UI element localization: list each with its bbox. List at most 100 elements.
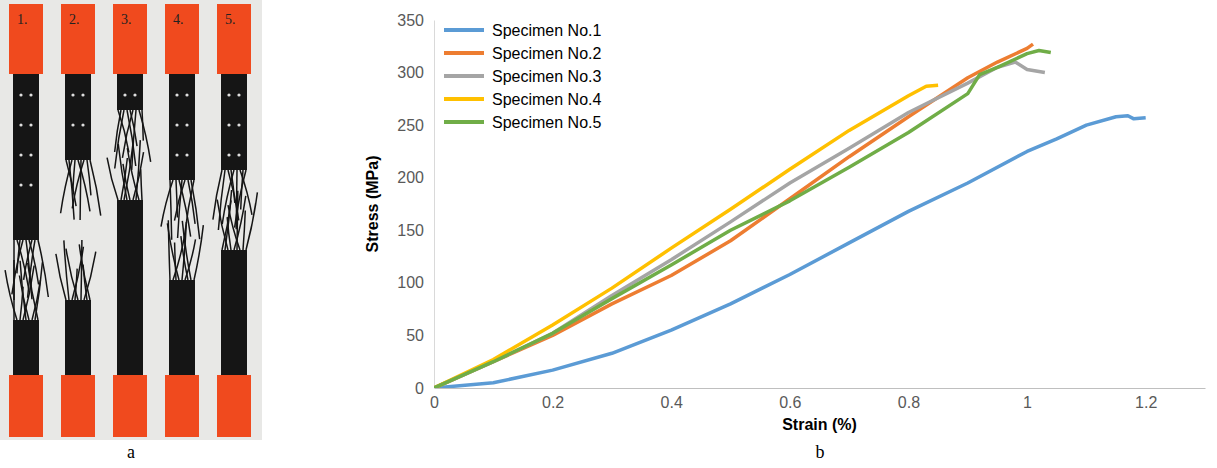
- y-tick: 350: [397, 12, 434, 29]
- x-axis-line: [435, 388, 1206, 389]
- y-tick-label: 200: [397, 169, 424, 186]
- y-tick-label: 150: [397, 222, 424, 239]
- fiber-strip: [221, 74, 247, 170]
- tab: [61, 375, 95, 437]
- fiber: [194, 225, 203, 280]
- specimen-label: 2.: [69, 12, 80, 27]
- photo-background: [0, 0, 262, 440]
- series-line: [434, 50, 1051, 388]
- marker-dot: [19, 93, 22, 96]
- tab: [217, 4, 251, 74]
- legend-item: Specimen No.3: [444, 68, 601, 85]
- x-tick-label: 0.6: [779, 394, 801, 411]
- y-tick: 200: [397, 169, 434, 186]
- y-tick: 100: [397, 274, 434, 291]
- marker-dot: [81, 123, 84, 126]
- fiber-strip: [169, 74, 195, 180]
- fiber-strip: [65, 300, 91, 375]
- marker-dot: [29, 153, 32, 156]
- series-line: [434, 116, 1146, 388]
- y-tick-label: 50: [406, 327, 424, 344]
- fiber: [107, 158, 118, 200]
- fiber: [139, 110, 151, 162]
- specimen-label: 5.: [225, 12, 236, 27]
- x-tick-label: 0.8: [898, 394, 920, 411]
- fiber: [66, 249, 78, 300]
- x-tick: 0.2: [542, 388, 564, 411]
- y-tick-label: 100: [397, 274, 424, 291]
- marker-dot: [71, 123, 74, 126]
- marker-dot: [237, 153, 240, 156]
- marker-dot: [19, 153, 22, 156]
- legend-swatch: [444, 74, 484, 78]
- y-tick: 150: [397, 222, 434, 239]
- legend-label: Specimen No.5: [492, 114, 601, 131]
- fiber: [38, 240, 48, 297]
- fiber: [61, 160, 72, 213]
- fiber: [182, 221, 191, 280]
- x-axis: 0 0.2 0.4 0.6 0.8 1 1.2: [430, 388, 1205, 411]
- fiber: [185, 180, 194, 235]
- y-tick: 0: [415, 380, 434, 397]
- x-tick: 1: [1023, 388, 1032, 411]
- marker-dot: [71, 93, 74, 96]
- legend-swatch: [444, 28, 484, 32]
- marker-dot: [19, 183, 22, 186]
- y-axis-title: Stress (MPa): [364, 156, 381, 253]
- x-tick-label: 0: [430, 394, 439, 411]
- marker-dot: [175, 123, 178, 126]
- legend-item: Specimen No.4: [444, 91, 601, 108]
- specimen-label: 1.: [17, 12, 28, 27]
- tab: [165, 375, 199, 437]
- marker-dot: [133, 93, 136, 96]
- fiber: [127, 148, 139, 200]
- series-line: [434, 85, 938, 388]
- marker-dot: [227, 93, 230, 96]
- fiber-strip: [117, 200, 143, 375]
- specimen: 4.: [161, 4, 203, 437]
- y-tick: 50: [406, 327, 434, 344]
- marker-dot: [81, 93, 84, 96]
- legend-swatch: [444, 120, 484, 124]
- x-tick-label: 0.2: [542, 394, 564, 411]
- marker-dot: [19, 123, 22, 126]
- fiber: [123, 164, 130, 200]
- plot-area: [434, 44, 1146, 388]
- specimen-label: 4.: [173, 12, 184, 27]
- legend-item: Specimen No.2: [444, 45, 601, 62]
- fiber: [141, 169, 142, 200]
- legend-item: Specimen No.5: [444, 114, 601, 131]
- legend-label: Specimen No.3: [492, 68, 601, 85]
- fiber: [90, 160, 101, 216]
- x-tick-label: 1: [1023, 394, 1032, 411]
- x-tick: 0: [430, 388, 439, 411]
- x-tick-label: 0.4: [661, 394, 683, 411]
- fiber-strip: [13, 320, 39, 375]
- fiber: [19, 276, 29, 320]
- legend-swatch: [444, 51, 484, 55]
- fiber: [246, 192, 257, 250]
- marker-dot: [237, 123, 240, 126]
- marker-dot: [123, 93, 126, 96]
- legend-label: Specimen No.4: [492, 91, 601, 108]
- y-axis: 0 50 100 150 200 250 300 350: [397, 12, 434, 397]
- fiber: [73, 160, 75, 191]
- y-tick-label: 300: [397, 64, 424, 81]
- x-tick: 1.2: [1135, 388, 1157, 411]
- tab: [61, 4, 95, 74]
- fiber: [235, 170, 246, 228]
- photo-panel: 1. 2. 3. 4. 5.: [0, 0, 262, 440]
- tab: [113, 4, 147, 74]
- fiber: [84, 252, 96, 300]
- tab: [217, 375, 251, 437]
- specimen: 1.: [5, 4, 48, 437]
- fiber: [28, 263, 38, 320]
- marker-dot: [29, 183, 32, 186]
- marker-dot: [29, 123, 32, 126]
- specimen: 3.: [107, 4, 151, 437]
- y-tick-label: 0: [415, 380, 424, 397]
- fiber-strip: [221, 250, 247, 375]
- marker-dot: [175, 93, 178, 96]
- y-tick-label: 350: [397, 12, 424, 29]
- y-tick: 250: [397, 117, 434, 134]
